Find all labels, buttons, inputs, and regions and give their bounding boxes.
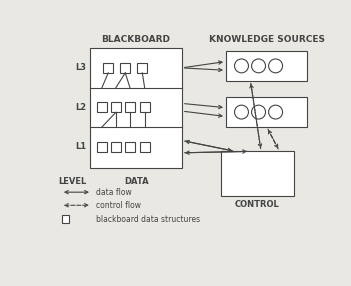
Bar: [220, 151, 294, 196]
Text: BLACKBOARD: BLACKBOARD: [101, 35, 171, 44]
Text: data flow: data flow: [96, 188, 132, 197]
Bar: [226, 98, 307, 127]
Text: blackboard data structures: blackboard data structures: [96, 214, 200, 224]
Ellipse shape: [269, 105, 283, 119]
Bar: [137, 63, 147, 73]
Text: CONTROL: CONTROL: [235, 200, 280, 209]
Ellipse shape: [234, 59, 249, 73]
Bar: [97, 142, 107, 152]
Text: KNOWLEDGE SOURCES: KNOWLEDGE SOURCES: [209, 35, 325, 44]
Text: control flow: control flow: [96, 201, 141, 210]
Bar: [97, 102, 107, 112]
Bar: [140, 142, 150, 152]
Bar: [103, 63, 113, 73]
Ellipse shape: [269, 59, 283, 73]
Text: L1: L1: [75, 142, 86, 151]
Bar: [111, 142, 121, 152]
Text: L3: L3: [75, 63, 86, 72]
Text: L2: L2: [75, 103, 86, 112]
Bar: [140, 102, 150, 112]
Ellipse shape: [252, 105, 265, 119]
Text: LEVEL: LEVEL: [58, 177, 86, 186]
Bar: [125, 102, 135, 112]
Text: DATA: DATA: [124, 177, 148, 186]
Bar: [120, 63, 130, 73]
Bar: [226, 51, 307, 81]
Ellipse shape: [252, 59, 265, 73]
Bar: [62, 215, 69, 223]
Bar: [90, 48, 182, 168]
Bar: [111, 102, 121, 112]
Ellipse shape: [234, 105, 249, 119]
Bar: [125, 142, 135, 152]
